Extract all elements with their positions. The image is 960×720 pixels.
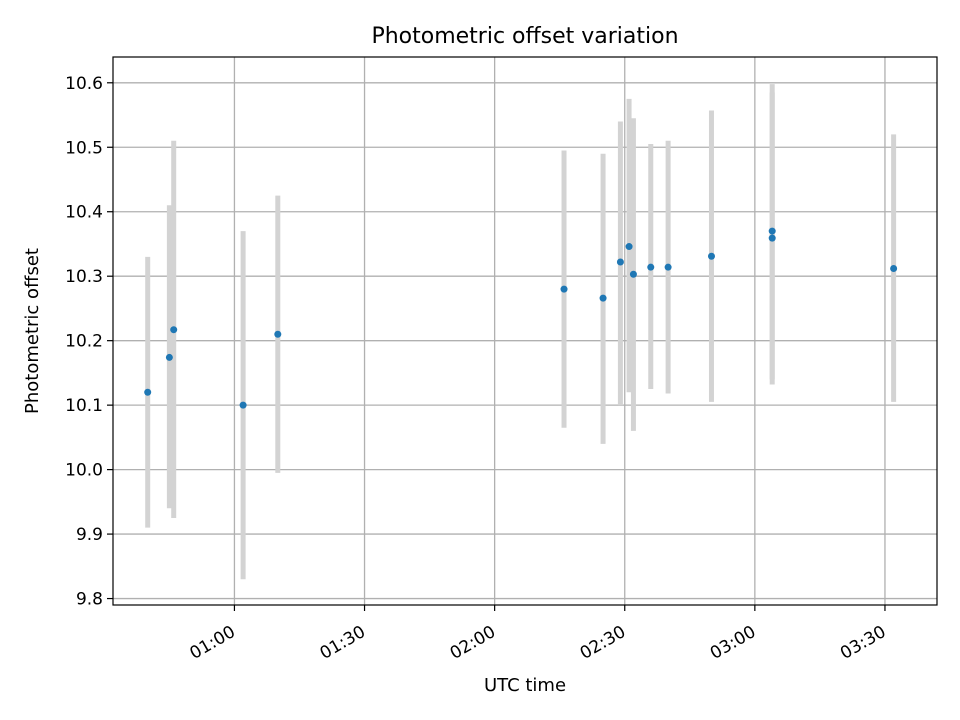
data-point xyxy=(707,252,715,260)
y-tick-label: 10.1 xyxy=(65,396,103,416)
grid-lines xyxy=(113,57,937,605)
data-point xyxy=(599,294,607,302)
y-tick-label: 9.9 xyxy=(76,525,103,545)
y-tick-label: 10.2 xyxy=(65,332,103,352)
y-tick-label: 10.6 xyxy=(65,74,103,94)
data-point xyxy=(616,258,624,266)
x-axis-label: UTC time xyxy=(484,675,566,696)
data-point xyxy=(625,243,633,251)
data-point xyxy=(170,326,178,334)
data-point xyxy=(647,263,655,271)
data-point xyxy=(165,353,173,361)
chart-title: Photometric offset variation xyxy=(371,24,678,49)
data-point xyxy=(274,330,282,338)
data-point xyxy=(629,270,637,278)
y-axis-label: Photometric offset xyxy=(22,248,43,414)
data-point xyxy=(890,264,898,272)
data-point xyxy=(144,388,152,396)
y-tick-label: 10.0 xyxy=(65,461,103,481)
data-point xyxy=(560,285,568,293)
y-tick-label: 9.8 xyxy=(76,590,103,610)
y-tick-label: 10.5 xyxy=(65,138,103,158)
y-axis-ticks: 9.8 9.9 10.0 10.1 10.2 10.3 10.4 10.5 10.6 xyxy=(65,74,113,610)
data-point xyxy=(239,401,247,409)
data-point xyxy=(768,234,776,242)
y-tick-label: 10.3 xyxy=(65,267,103,287)
data-point xyxy=(768,227,776,235)
y-tick-label: 10.4 xyxy=(65,203,103,223)
data-point xyxy=(664,263,672,271)
plot-area-frame xyxy=(112,56,938,606)
data-points xyxy=(144,227,898,409)
